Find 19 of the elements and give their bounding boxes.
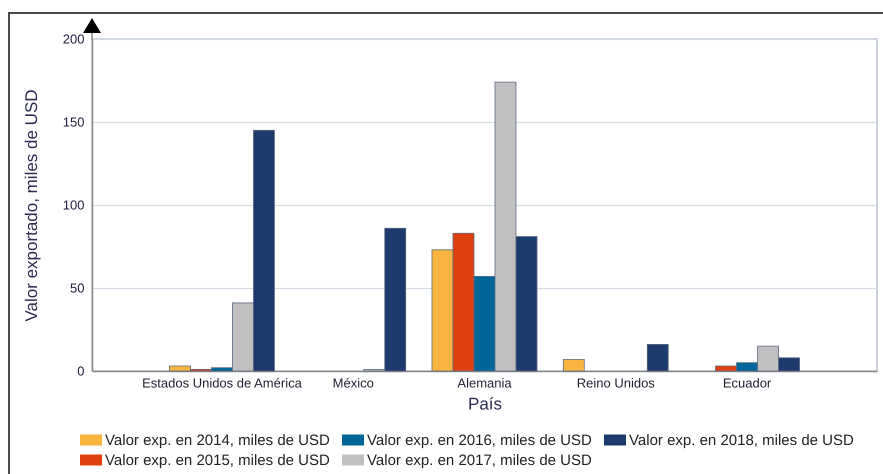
- x-tick-label: Reino Unidos: [576, 376, 656, 390]
- y-tick-label: 100: [62, 198, 84, 212]
- legend-label: Valor exp. en 2017, miles de USD: [367, 452, 592, 469]
- legend-label: Valor exp. en 2014, miles de USD: [105, 432, 330, 449]
- legend-label: Valor exp. en 2015, miles de USD: [105, 452, 330, 469]
- y-tick-label: 0: [77, 364, 84, 378]
- y-tick-label: 150: [62, 114, 84, 130]
- x-tick-label: México: [332, 376, 374, 390]
- y-tick-label: 50: [70, 280, 84, 296]
- legend-label: Valor exp. en 2016, miles de USD: [367, 432, 592, 449]
- x-tick-label: Ecuador: [722, 376, 772, 390]
- y-tick-label: 200: [62, 32, 84, 46]
- x-tick-label: Estados Unidos de América: [142, 376, 303, 390]
- x-tick-label: Alemania: [457, 376, 512, 390]
- bar: [646, 344, 669, 372]
- legend-label: Valor exp. en 2018, miles de USD: [629, 432, 854, 449]
- y-axis-title: Valor exportado, miles de USD: [22, 89, 41, 322]
- bar: [562, 358, 585, 372]
- x-axis-title: País: [468, 394, 502, 414]
